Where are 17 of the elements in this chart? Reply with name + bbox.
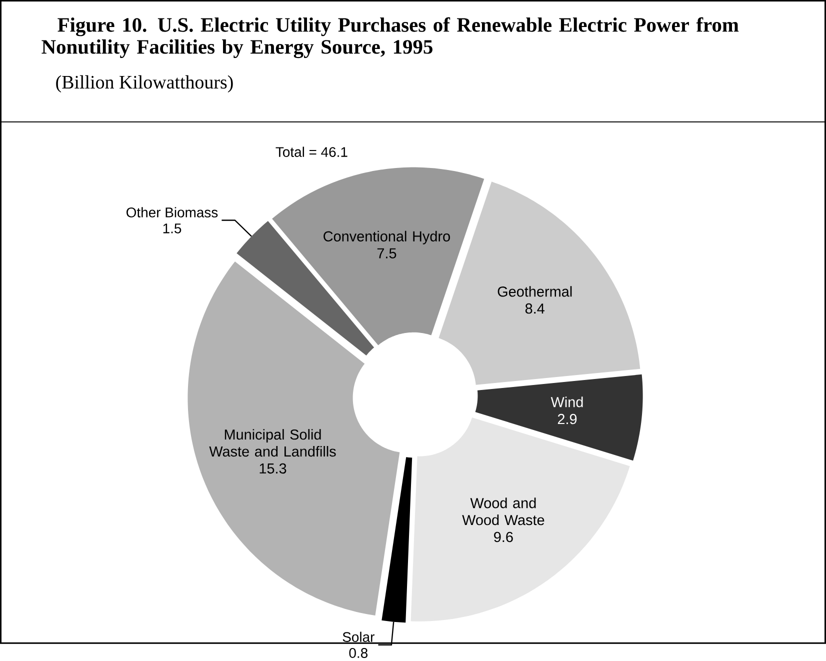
slice-label: Municipal Solid Waste and Landfills xyxy=(209,428,336,456)
data-label: 1.5 xyxy=(163,223,182,234)
chart-subtitle: (Billion Kilowatthours) xyxy=(56,75,233,92)
text: Total = 46.1 xyxy=(276,146,348,157)
data-label: 9.6 xyxy=(494,532,513,542)
slice-label: Wind xyxy=(550,396,583,408)
data-label: 2.9 xyxy=(558,414,577,424)
slice-label: Other Biomass xyxy=(126,207,218,218)
slice-label: Solar xyxy=(342,632,374,642)
data-label: 8.4 xyxy=(525,303,544,314)
slice-label: Geothermal xyxy=(498,286,572,297)
chart-title: Figure 10. U.S. Electric Utility Purchases of Renewable Electric Power from Nonutility Facilities by Energy Source, 1995 xyxy=(42,17,739,58)
data-label: 0.8 xyxy=(349,648,368,658)
slice-label: Conventional Hydro xyxy=(324,230,450,244)
data-label: 7.5 xyxy=(377,248,396,258)
data-label: 15.3 xyxy=(260,463,286,474)
slice-label: Wood and Wood Waste xyxy=(462,497,544,526)
